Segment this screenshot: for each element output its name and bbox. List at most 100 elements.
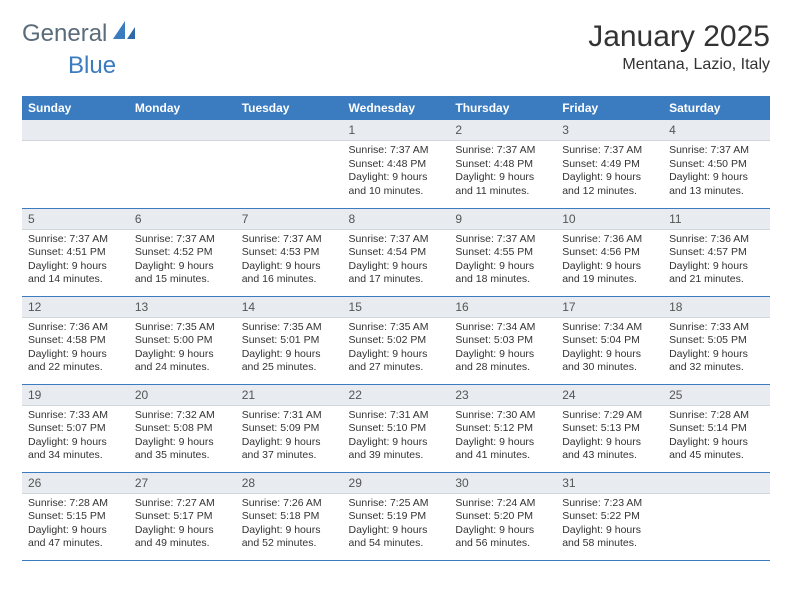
detail-line: Daylight: 9 hours	[562, 348, 657, 362]
detail-line: and 37 minutes.	[242, 449, 337, 463]
detail-line: and 11 minutes.	[455, 185, 550, 199]
day-number: 14	[236, 297, 343, 318]
detail-line: Sunset: 4:53 PM	[242, 246, 337, 260]
detail-line: and 35 minutes.	[135, 449, 230, 463]
day-details: Sunrise: 7:37 AMSunset: 4:52 PMDaylight:…	[129, 230, 236, 293]
calendar-cell: 1Sunrise: 7:37 AMSunset: 4:48 PMDaylight…	[343, 120, 450, 208]
detail-line: and 45 minutes.	[669, 449, 764, 463]
calendar-cell: 27Sunrise: 7:27 AMSunset: 5:17 PMDayligh…	[129, 472, 236, 560]
day-details: Sunrise: 7:36 AMSunset: 4:56 PMDaylight:…	[556, 230, 663, 293]
empty-day	[129, 120, 236, 141]
day-number: 17	[556, 297, 663, 318]
detail-line: Sunrise: 7:35 AM	[135, 321, 230, 335]
detail-line: Daylight: 9 hours	[242, 524, 337, 538]
detail-line: Daylight: 9 hours	[455, 524, 550, 538]
detail-line: and 17 minutes.	[349, 273, 444, 287]
day-details: Sunrise: 7:34 AMSunset: 5:03 PMDaylight:…	[449, 318, 556, 381]
calendar-cell: 19Sunrise: 7:33 AMSunset: 5:07 PMDayligh…	[22, 384, 129, 472]
calendar-week-row: 12Sunrise: 7:36 AMSunset: 4:58 PMDayligh…	[22, 296, 770, 384]
detail-line: Sunset: 5:03 PM	[455, 334, 550, 348]
detail-line: and 24 minutes.	[135, 361, 230, 375]
calendar-week-row: 5Sunrise: 7:37 AMSunset: 4:51 PMDaylight…	[22, 208, 770, 296]
detail-line: Daylight: 9 hours	[455, 348, 550, 362]
detail-line: Daylight: 9 hours	[28, 348, 123, 362]
detail-line: and 16 minutes.	[242, 273, 337, 287]
day-details: Sunrise: 7:28 AMSunset: 5:15 PMDaylight:…	[22, 494, 129, 557]
detail-line: Sunset: 5:00 PM	[135, 334, 230, 348]
day-details: Sunrise: 7:24 AMSunset: 5:20 PMDaylight:…	[449, 494, 556, 557]
detail-line: and 32 minutes.	[669, 361, 764, 375]
day-details: Sunrise: 7:35 AMSunset: 5:02 PMDaylight:…	[343, 318, 450, 381]
day-number: 2	[449, 120, 556, 141]
day-details: Sunrise: 7:30 AMSunset: 5:12 PMDaylight:…	[449, 406, 556, 469]
day-details: Sunrise: 7:37 AMSunset: 4:48 PMDaylight:…	[343, 141, 450, 204]
detail-line: Sunrise: 7:37 AM	[562, 144, 657, 158]
detail-line: Daylight: 9 hours	[669, 171, 764, 185]
calendar-cell: 18Sunrise: 7:33 AMSunset: 5:05 PMDayligh…	[663, 296, 770, 384]
day-number: 8	[343, 209, 450, 230]
calendar-cell: 4Sunrise: 7:37 AMSunset: 4:50 PMDaylight…	[663, 120, 770, 208]
detail-line: Sunset: 4:55 PM	[455, 246, 550, 260]
day-details: Sunrise: 7:37 AMSunset: 4:54 PMDaylight:…	[343, 230, 450, 293]
detail-line: Daylight: 9 hours	[28, 260, 123, 274]
detail-line: Daylight: 9 hours	[135, 436, 230, 450]
logo-word2: Blue	[68, 52, 116, 80]
day-number: 19	[22, 385, 129, 406]
calendar-cell: 26Sunrise: 7:28 AMSunset: 5:15 PMDayligh…	[22, 472, 129, 560]
calendar-cell: 16Sunrise: 7:34 AMSunset: 5:03 PMDayligh…	[449, 296, 556, 384]
day-details: Sunrise: 7:37 AMSunset: 4:48 PMDaylight:…	[449, 141, 556, 204]
title-block: January 2025 Mentana, Lazio, Italy	[588, 20, 770, 74]
day-details: Sunrise: 7:36 AMSunset: 4:58 PMDaylight:…	[22, 318, 129, 381]
detail-line: Sunrise: 7:34 AM	[455, 321, 550, 335]
detail-line: Sunset: 5:17 PM	[135, 510, 230, 524]
day-number: 11	[663, 209, 770, 230]
detail-line: and 21 minutes.	[669, 273, 764, 287]
detail-line: Daylight: 9 hours	[562, 171, 657, 185]
calendar-cell: 12Sunrise: 7:36 AMSunset: 4:58 PMDayligh…	[22, 296, 129, 384]
detail-line: and 39 minutes.	[349, 449, 444, 463]
day-number: 18	[663, 297, 770, 318]
calendar-cell: 23Sunrise: 7:30 AMSunset: 5:12 PMDayligh…	[449, 384, 556, 472]
day-details: Sunrise: 7:26 AMSunset: 5:18 PMDaylight:…	[236, 494, 343, 557]
day-number: 29	[343, 473, 450, 494]
detail-line: Daylight: 9 hours	[242, 348, 337, 362]
detail-line: Daylight: 9 hours	[349, 348, 444, 362]
day-number: 23	[449, 385, 556, 406]
detail-line: Sunset: 5:07 PM	[28, 422, 123, 436]
detail-line: Daylight: 9 hours	[349, 260, 444, 274]
detail-line: Daylight: 9 hours	[455, 171, 550, 185]
day-details: Sunrise: 7:28 AMSunset: 5:14 PMDaylight:…	[663, 406, 770, 469]
calendar-cell: 17Sunrise: 7:34 AMSunset: 5:04 PMDayligh…	[556, 296, 663, 384]
day-number: 26	[22, 473, 129, 494]
detail-line: Sunset: 4:52 PM	[135, 246, 230, 260]
detail-line: Sunset: 5:15 PM	[28, 510, 123, 524]
detail-line: Daylight: 9 hours	[135, 260, 230, 274]
detail-line: and 22 minutes.	[28, 361, 123, 375]
day-number: 15	[343, 297, 450, 318]
empty-day	[236, 120, 343, 141]
detail-line: Sunrise: 7:37 AM	[349, 233, 444, 247]
detail-line: Daylight: 9 hours	[28, 524, 123, 538]
detail-line: Sunrise: 7:31 AM	[242, 409, 337, 423]
day-number: 27	[129, 473, 236, 494]
day-details: Sunrise: 7:35 AMSunset: 5:01 PMDaylight:…	[236, 318, 343, 381]
detail-line: Sunset: 5:14 PM	[669, 422, 764, 436]
detail-line: Daylight: 9 hours	[28, 436, 123, 450]
day-number: 16	[449, 297, 556, 318]
calendar-week-row: 26Sunrise: 7:28 AMSunset: 5:15 PMDayligh…	[22, 472, 770, 560]
detail-line: Daylight: 9 hours	[669, 260, 764, 274]
detail-line: Daylight: 9 hours	[562, 260, 657, 274]
detail-line: Sunrise: 7:35 AM	[242, 321, 337, 335]
day-details: Sunrise: 7:37 AMSunset: 4:49 PMDaylight:…	[556, 141, 663, 204]
detail-line: Sunrise: 7:28 AM	[669, 409, 764, 423]
detail-line: and 49 minutes.	[135, 537, 230, 551]
calendar-cell: 2Sunrise: 7:37 AMSunset: 4:48 PMDaylight…	[449, 120, 556, 208]
day-details: Sunrise: 7:36 AMSunset: 4:57 PMDaylight:…	[663, 230, 770, 293]
day-details: Sunrise: 7:37 AMSunset: 4:55 PMDaylight:…	[449, 230, 556, 293]
day-number: 5	[22, 209, 129, 230]
day-details: Sunrise: 7:31 AMSunset: 5:10 PMDaylight:…	[343, 406, 450, 469]
detail-line: Sunset: 5:12 PM	[455, 422, 550, 436]
detail-line: Sunrise: 7:37 AM	[455, 233, 550, 247]
day-details: Sunrise: 7:35 AMSunset: 5:00 PMDaylight:…	[129, 318, 236, 381]
detail-line: Sunset: 4:56 PM	[562, 246, 657, 260]
